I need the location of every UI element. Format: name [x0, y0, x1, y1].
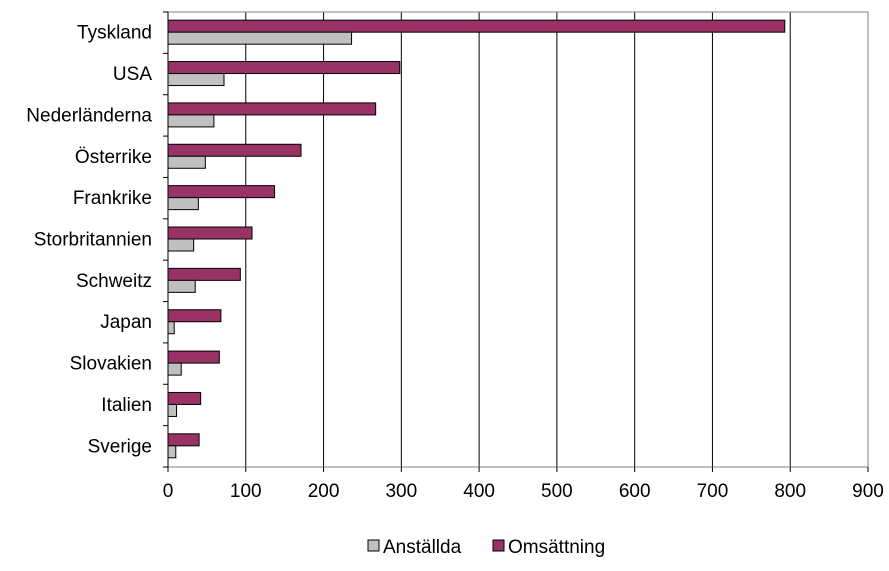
category-label: Slovakien — [70, 354, 152, 375]
category-label: Schweitz — [76, 271, 152, 292]
bar-anstallda — [167, 403, 178, 417]
x-tick-label: 0 — [163, 481, 174, 502]
bar-omsattning — [167, 102, 377, 116]
bar-anstallda — [167, 238, 195, 252]
plot-area — [167, 11, 869, 468]
bar-omsattning — [167, 433, 200, 447]
category-label: Storbritannien — [34, 230, 152, 251]
bar-anstallda — [167, 321, 175, 335]
x-tick-label: 300 — [385, 481, 417, 502]
bar-anstallda — [167, 114, 215, 128]
legend: Anställda Omsättning — [367, 537, 605, 558]
axes: 0 100 200 300 400 500 600 700 800 900 Tyskland USA N… — [26, 11, 884, 502]
gridlines — [245, 12, 869, 467]
category-label: Italien — [101, 395, 152, 416]
x-tick-label: 700 — [697, 481, 729, 502]
x-tick-label: 500 — [541, 481, 573, 502]
bars — [167, 19, 786, 459]
bar-omsattning — [167, 143, 302, 157]
x-tick-label: 600 — [619, 481, 651, 502]
bar-anstallda — [167, 362, 182, 376]
bar-anstallda — [167, 73, 225, 87]
category-label: USA — [113, 64, 152, 85]
category-label: Nederländerna — [26, 105, 152, 126]
category-label: Österrike — [75, 147, 152, 168]
x-tick-label: 900 — [852, 481, 884, 502]
bar-anstallda — [167, 197, 199, 211]
bar-omsattning — [167, 19, 786, 33]
legend-swatch — [492, 539, 505, 552]
bar-omsattning — [167, 267, 241, 281]
bar-omsattning — [167, 226, 253, 240]
bar-omsattning — [167, 61, 401, 75]
category-label: Sverige — [88, 436, 152, 457]
legend-label: Anställda — [383, 537, 462, 558]
category-label: Tyskland — [77, 23, 152, 44]
x-tick-label: 400 — [463, 481, 495, 502]
bar-omsattning — [167, 350, 220, 364]
bar-anstallda — [167, 31, 353, 45]
x-tick-label: 800 — [774, 481, 806, 502]
bar-anstallda — [167, 279, 196, 293]
bar-anstallda — [167, 155, 206, 169]
legend-label: Omsättning — [508, 537, 605, 558]
bar-omsattning — [167, 185, 276, 199]
category-label: Japan — [100, 312, 152, 333]
x-tick-label: 200 — [308, 481, 340, 502]
bar-omsattning — [167, 309, 222, 323]
legend-swatch — [367, 539, 380, 552]
category-label: Frankrike — [73, 188, 152, 209]
x-tick-label: 100 — [230, 481, 262, 502]
bar-anstallda — [167, 445, 177, 459]
bar-omsattning — [167, 391, 202, 405]
